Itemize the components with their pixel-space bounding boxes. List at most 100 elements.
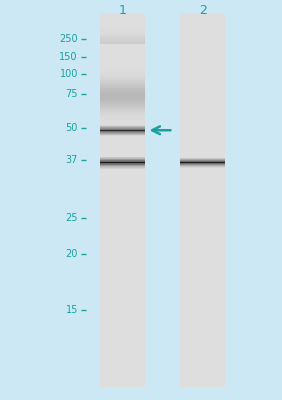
Bar — [100, 60, 145, 62]
Bar — [100, 58, 145, 60]
Bar — [100, 126, 145, 127]
Bar — [100, 156, 145, 157]
Bar — [100, 84, 145, 86]
Bar — [180, 157, 225, 158]
Bar — [100, 163, 145, 164]
Bar — [180, 13, 225, 387]
Bar — [100, 130, 145, 132]
Bar — [100, 52, 145, 54]
Text: 37: 37 — [65, 155, 78, 165]
Bar — [100, 71, 145, 73]
Bar — [180, 165, 225, 166]
Text: 1: 1 — [119, 4, 127, 17]
Bar — [100, 85, 145, 88]
Bar — [100, 128, 145, 130]
Bar — [100, 131, 145, 132]
Bar — [100, 125, 145, 126]
Text: 50: 50 — [65, 123, 78, 133]
Bar — [100, 40, 145, 43]
Bar — [180, 163, 225, 164]
Bar — [100, 132, 145, 134]
Bar — [100, 131, 145, 132]
Bar — [100, 76, 145, 78]
Bar — [100, 162, 145, 163]
Bar — [100, 128, 145, 131]
Bar — [100, 36, 145, 38]
Bar — [180, 165, 225, 166]
Bar — [100, 96, 145, 99]
Bar — [100, 100, 145, 102]
Bar — [100, 101, 145, 104]
Bar — [100, 129, 145, 130]
Bar — [100, 134, 145, 135]
Bar — [100, 166, 145, 167]
Bar — [100, 28, 145, 30]
Bar — [100, 87, 145, 89]
Bar — [100, 135, 145, 136]
Bar — [100, 92, 145, 94]
Bar — [180, 166, 225, 167]
Bar — [100, 112, 145, 115]
Bar — [100, 146, 145, 148]
Bar — [100, 79, 145, 81]
Bar — [100, 158, 145, 159]
Bar — [100, 39, 145, 41]
Bar — [100, 61, 145, 64]
Bar — [100, 160, 145, 161]
Bar — [100, 128, 145, 129]
Bar — [100, 111, 145, 113]
Bar — [180, 159, 225, 160]
Bar — [100, 133, 145, 134]
Bar — [180, 161, 225, 162]
Bar — [180, 161, 225, 162]
Bar — [100, 149, 145, 151]
Text: 75: 75 — [65, 89, 78, 99]
Bar — [100, 158, 145, 160]
Bar — [100, 133, 145, 136]
Text: 100: 100 — [60, 70, 78, 80]
Bar — [100, 13, 145, 387]
Bar — [100, 64, 145, 67]
Bar — [100, 119, 145, 121]
Bar — [100, 144, 145, 146]
Text: 250: 250 — [59, 34, 78, 44]
Bar — [100, 136, 145, 139]
Bar — [100, 32, 145, 35]
Bar — [100, 68, 145, 70]
Bar — [100, 66, 145, 68]
Bar — [100, 127, 145, 129]
Bar — [100, 109, 145, 112]
Bar — [100, 141, 145, 143]
Bar — [100, 159, 145, 160]
Bar — [100, 132, 145, 134]
Bar — [180, 162, 225, 163]
Bar — [100, 165, 145, 166]
Bar — [100, 116, 145, 118]
Bar — [100, 29, 145, 32]
Bar — [100, 130, 145, 131]
Bar — [100, 114, 145, 116]
Bar — [100, 135, 145, 137]
Bar — [100, 127, 145, 128]
Bar — [100, 42, 145, 44]
Bar — [180, 160, 225, 161]
Bar — [180, 159, 225, 160]
Bar — [100, 80, 145, 83]
Text: 20: 20 — [65, 249, 78, 259]
Bar — [100, 50, 145, 52]
Bar — [100, 45, 145, 48]
Bar — [100, 160, 145, 161]
Bar — [100, 120, 145, 123]
Bar — [100, 130, 145, 131]
Bar — [100, 108, 145, 110]
Bar — [100, 161, 145, 162]
Bar — [100, 44, 145, 46]
Bar — [180, 164, 225, 165]
Bar — [180, 163, 225, 164]
Bar — [100, 125, 145, 128]
Bar — [100, 103, 145, 105]
Bar — [100, 48, 145, 51]
Bar — [100, 95, 145, 97]
Bar — [100, 88, 145, 91]
Bar — [100, 47, 145, 49]
